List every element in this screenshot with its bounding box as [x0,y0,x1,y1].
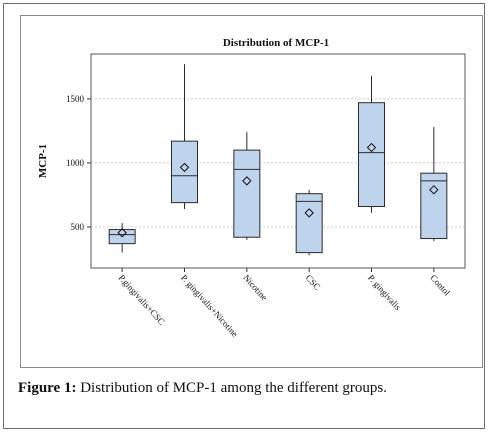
mean-marker-5 [429,185,439,195]
y-tick-label-1500: 1500 [66,94,85,104]
plot-border [90,53,466,269]
box-4 [358,102,385,207]
x-category-label-1: P. gingivalis+Nicotine [179,273,240,339]
x-category-label-4: P. gingivalis [366,273,403,313]
box-plot-chart: Distribution of MCP-1 500 1000 1500 MCP-1 P.… [37,37,466,339]
box-2 [233,149,261,238]
mean-marker-1 [179,162,190,173]
y-tick-label-1000: 1000 [66,158,85,168]
mean-marker-2 [242,176,252,186]
x-category-label-0: P.gingivalis+CSC [117,273,167,327]
box-5 [420,172,448,240]
x-category-label-3: CSC [304,273,323,292]
chart-title: Distribution of MCP-1 [223,37,329,49]
x-category-label-5: Contol [428,273,452,298]
caption-label: Figure 1: [18,380,77,396]
caption-text: Distribution of MCP-1 among the differen… [76,380,387,396]
y-axis-title: MCP-1 [37,144,49,178]
figure-caption: Figure 1: Distribution of MCP-1 among th… [18,380,488,397]
mean-marker-0 [117,228,127,238]
mean-marker-3 [304,208,314,218]
mean-marker-4 [366,142,377,153]
x-category-label-2: Nicotine [241,273,269,303]
figure-frame: Distribution of MCP-1 500 1000 1500 MCP-1 P.… [3,3,485,429]
plot-frame: Distribution of MCP-1 500 1000 1500 MCP-1 P.… [20,15,483,368]
box-3 [295,193,323,254]
y-tick-label-500: 500 [71,222,85,232]
